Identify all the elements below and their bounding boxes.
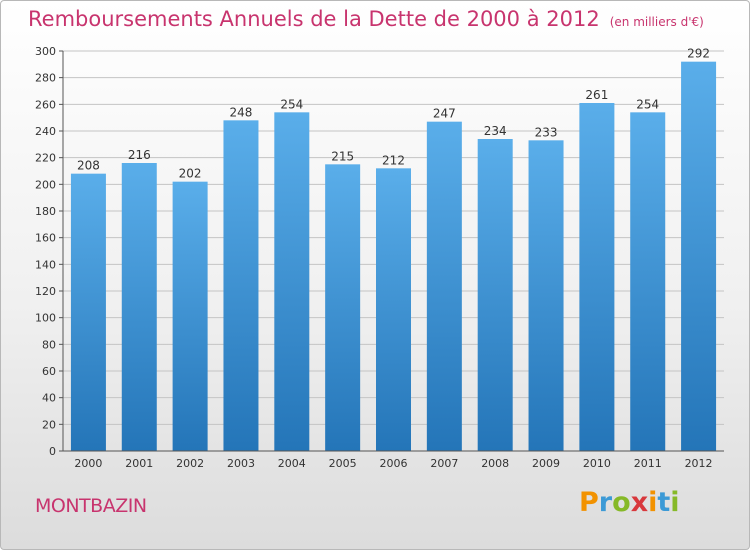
x-tick-label: 2011 xyxy=(634,457,662,470)
y-tick-label: 100 xyxy=(35,312,56,325)
bar-value-label: 254 xyxy=(636,97,659,111)
x-tick-label: 2002 xyxy=(176,457,204,470)
x-tick-label: 2012 xyxy=(685,457,713,470)
x-tick-label: 2000 xyxy=(74,457,102,470)
y-tick-label: 20 xyxy=(42,418,56,431)
y-tick-label: 80 xyxy=(42,338,56,351)
logo-letter: r xyxy=(598,487,613,518)
bar-value-label: 248 xyxy=(230,105,253,119)
x-tick-label: 2004 xyxy=(278,457,306,470)
y-tick-label: 40 xyxy=(42,392,56,405)
subtitle-text: (en milliers d'€) xyxy=(609,15,704,29)
logo-letter: o xyxy=(612,487,631,518)
bar xyxy=(70,173,106,451)
bar-value-label: 254 xyxy=(280,97,303,111)
y-tick-label: 60 xyxy=(42,365,56,378)
bar xyxy=(630,112,666,451)
bar xyxy=(681,61,717,452)
y-tick-label: 200 xyxy=(35,178,56,191)
bar xyxy=(325,164,361,452)
bar-layer: 208 216 202 248 254 215 212 247 234 233 261 254 292 xyxy=(70,47,717,452)
x-tick-label: 2006 xyxy=(380,457,408,470)
bar xyxy=(172,181,208,451)
bar-value-label: 215 xyxy=(331,149,354,163)
proxiti-logo: Proxiti xyxy=(579,487,680,518)
x-tick-label: 2010 xyxy=(583,457,611,470)
bar xyxy=(426,121,462,452)
bar-value-label: 233 xyxy=(535,125,558,139)
x-tick-label: 2003 xyxy=(227,457,255,470)
y-tick-label: 180 xyxy=(35,205,56,218)
bar xyxy=(376,168,411,452)
y-tick-label: 280 xyxy=(35,72,56,85)
y-tick-label: 140 xyxy=(35,258,56,271)
y-tick-label: 220 xyxy=(35,152,56,165)
x-tick-label: 2009 xyxy=(532,457,560,470)
x-tick-label: 2008 xyxy=(481,457,509,470)
bar-value-label: 247 xyxy=(433,107,456,121)
bar xyxy=(223,120,259,451)
y-tick-label: 240 xyxy=(35,125,56,138)
logo-letter: i xyxy=(670,487,680,518)
x-tick-label: 2001 xyxy=(125,457,153,470)
bar-value-label: 292 xyxy=(687,47,710,61)
bar-value-label: 208 xyxy=(77,159,100,173)
y-tick-label: 0 xyxy=(49,445,56,458)
bar xyxy=(274,112,310,451)
axis-layer: 0 20 40 60 80 100 120 140 160 180 200 220 240 260 280 3… xyxy=(35,45,724,470)
bar xyxy=(528,140,564,452)
logo-letter: i xyxy=(648,487,658,518)
logo-letter: x xyxy=(630,487,649,518)
bar-value-label: 234 xyxy=(484,124,507,138)
x-tick-label: 2005 xyxy=(329,457,357,470)
bar-value-label: 202 xyxy=(179,167,202,181)
bar-value-label: 261 xyxy=(585,88,608,102)
y-tick-label: 300 xyxy=(35,45,56,58)
title-text: Remboursements Annuels de la Dette de 20… xyxy=(28,7,600,31)
logo-letter: t xyxy=(657,487,671,518)
chart-title: Remboursements Annuels de la Dette de 20… xyxy=(28,7,704,31)
bar xyxy=(477,139,513,451)
logo-letter: P xyxy=(579,487,599,518)
x-tick-label: 2007 xyxy=(430,457,458,470)
bar xyxy=(121,163,157,451)
y-tick-label: 260 xyxy=(35,98,56,111)
bar-value-label: 216 xyxy=(128,148,151,162)
y-tick-label: 120 xyxy=(35,285,56,298)
bar xyxy=(579,103,615,451)
commune-name: MONTBAZIN xyxy=(35,495,147,517)
bar-value-label: 212 xyxy=(382,153,405,167)
y-tick-label: 160 xyxy=(35,232,56,245)
